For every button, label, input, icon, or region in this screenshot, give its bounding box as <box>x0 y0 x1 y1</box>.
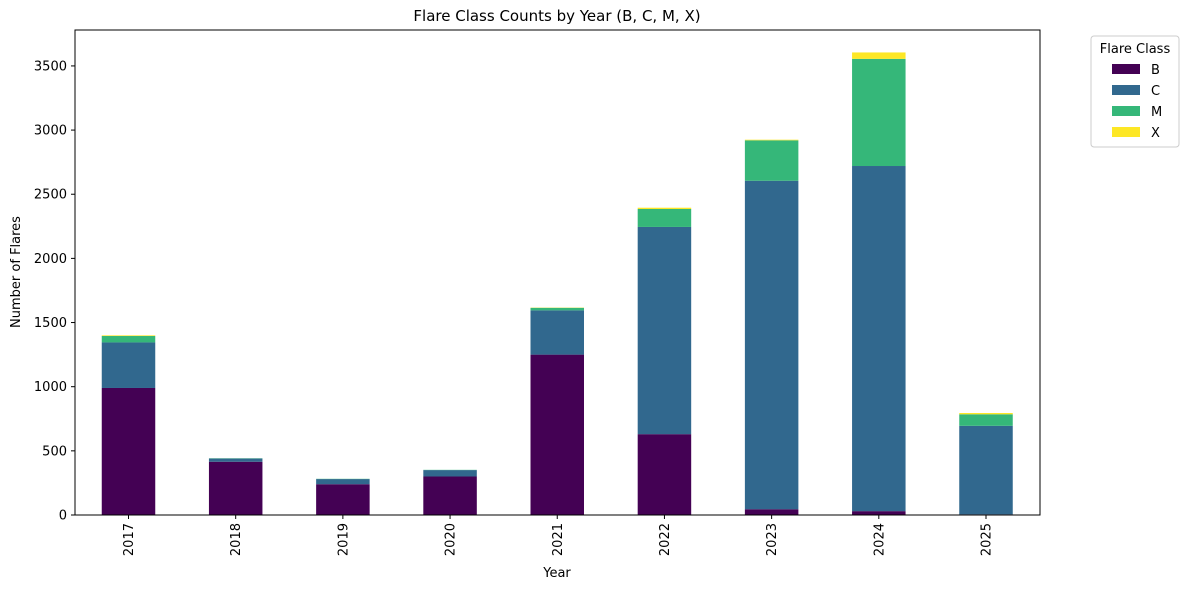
y-tick-label: 2000 <box>34 252 67 267</box>
bar-B-2024 <box>852 511 906 515</box>
x-tick-label: 2025 <box>980 523 995 556</box>
y-tick-label: 2500 <box>34 188 67 203</box>
legend-label-M: M <box>1151 105 1162 120</box>
bar-M-2025 <box>959 414 1013 426</box>
bars-group <box>101 52 1013 515</box>
bar-M-2022 <box>637 208 692 227</box>
legend-swatch-M <box>1112 106 1140 116</box>
legend-label-X: X <box>1151 126 1160 141</box>
bar-B-2018 <box>208 461 263 515</box>
x-tick-label: 2019 <box>336 523 351 556</box>
y-tick-label: 500 <box>42 444 67 459</box>
x-tick-label: 2018 <box>229 523 244 556</box>
x-axis-label: Year <box>542 566 571 581</box>
y-tick-label: 3500 <box>34 59 67 74</box>
bar-C-2021 <box>530 310 584 355</box>
y-axis: 0 500 1000 1500 2000 2500 3000 3500 <box>34 59 75 524</box>
bar-B-2021 <box>530 354 584 515</box>
bar-X-2023 <box>744 139 799 141</box>
x-tick-label: 2017 <box>122 523 137 556</box>
chart-title: Flare Class Counts by Year (B, C, M, X) <box>413 7 700 25</box>
bar-X-2017 <box>101 335 156 337</box>
bar-M-2017 <box>101 336 156 343</box>
x-tick-label: 2020 <box>444 523 459 556</box>
bar-B-2017 <box>101 387 156 515</box>
x-tick-label: 2023 <box>765 523 780 556</box>
bar-M-2024 <box>852 58 906 167</box>
bar-C-2018 <box>208 458 263 462</box>
x-axis: 2017 2018 2019 2020 2021 2022 2023 2024 2025 <box>122 515 995 556</box>
bar-C-2024 <box>852 166 906 512</box>
bar-X-2024 <box>852 52 906 59</box>
bar-C-2019 <box>316 479 370 485</box>
bar-B-2020 <box>423 476 477 515</box>
bar-M-2023 <box>744 140 799 181</box>
y-tick-label: 3000 <box>34 124 67 139</box>
x-tick-label: 2024 <box>872 523 887 556</box>
bar-C-2022 <box>637 226 692 435</box>
y-tick-label: 1000 <box>34 380 67 395</box>
x-tick-label: 2022 <box>658 523 673 556</box>
legend-title: Flare Class <box>1100 42 1171 57</box>
bar-M-2021 <box>530 307 584 311</box>
bar-C-2025 <box>959 425 1013 515</box>
bar-C-2023 <box>744 180 799 510</box>
y-axis-label: Number of Flares <box>9 216 24 328</box>
x-tick-label: 2021 <box>551 523 566 556</box>
bar-C-2017 <box>101 342 156 388</box>
legend-swatch-B <box>1112 64 1140 74</box>
bar-B-2022 <box>637 434 692 515</box>
bar-B-2019 <box>316 484 370 515</box>
y-tick-label: 1500 <box>34 316 67 331</box>
legend-label-B: B <box>1151 63 1160 78</box>
legend-swatch-C <box>1112 85 1140 95</box>
bar-C-2020 <box>423 470 477 477</box>
bar-B-2023 <box>744 509 799 515</box>
y-tick-label: 0 <box>59 509 67 524</box>
bar-X-2022 <box>637 207 692 209</box>
legend-swatch-X <box>1112 127 1140 137</box>
legend-label-C: C <box>1151 84 1160 99</box>
bar-X-2025 <box>959 413 1013 415</box>
